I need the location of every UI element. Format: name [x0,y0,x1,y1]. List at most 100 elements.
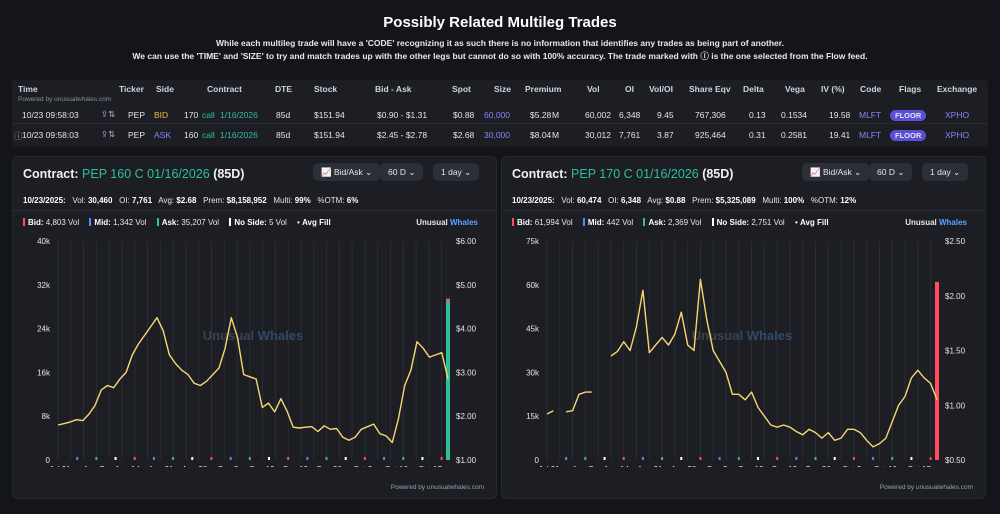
col-stock[interactable]: Stock [314,84,338,94]
volume-bar [910,457,913,460]
stats-otm-label: %OTM: [810,196,838,205]
volume-bar [756,457,759,460]
col-voloi[interactable]: Vol/OI [649,84,673,94]
y-tick-left: 16k [37,368,51,377]
trades-table: Time Ticker Side Contract DTE Stock Bid … [12,80,988,147]
stats-multi-label: Multi: [273,196,293,205]
stats-avg: $0.88 [665,196,686,205]
volume-bar [267,457,270,460]
volume-bar [680,457,683,460]
panel-title: Contract: PEP 160 C 01/16/2026 (85D) [23,167,244,181]
share-icon[interactable]: ⇪⇅ [101,129,116,139]
y-tick-right: $0.50 [945,456,966,465]
table-row[interactable]: 10/23 09:58:03 ⇪⇅ PEP BID 170 call 1/16/… [12,104,988,124]
bidask-select[interactable]: 📈 Bid/Ask ⌄ [313,163,381,181]
range-select[interactable]: 60 D ⌄ [869,163,913,181]
interval-select[interactable]: 1 day ⌄ [922,163,969,181]
y-tick-right: $4.00 [456,325,477,334]
cell-vega: 0.2581 [781,130,807,140]
volume-bar [210,457,213,460]
interval-label: 1 day [441,167,462,177]
y-tick-right: $2.50 [945,237,966,246]
legend-bid: Bid: [517,218,533,227]
stats-avg: $2.68 [176,196,197,205]
col-premium[interactable]: Premium [525,84,562,94]
col-vol[interactable]: Vol [587,84,600,94]
stats-prem: $5,325,089 [715,196,756,205]
brand-word-2: Whales [449,218,478,227]
col-vega[interactable]: Vega [785,84,805,94]
volume-bar [603,457,606,460]
col-side[interactable]: Side [156,84,174,94]
x-tick: Aug 7 [572,465,593,467]
ask-swatch [643,218,646,226]
chevron-down-icon: ⌄ [464,167,472,177]
col-iv[interactable]: IV (%) [821,84,845,94]
col-ticker[interactable]: Ticker [119,84,144,94]
volume-bar [383,457,386,460]
watermark: Unusual Whales [203,328,303,343]
stats-avg-label: Avg: [158,196,175,205]
col-exchange[interactable]: Exchange [937,84,978,94]
y-tick-left: 0 [535,456,540,465]
stats-oi: 7,761 [132,196,153,205]
stats-otm: 12% [840,196,857,205]
x-tick: Oct 10 [874,465,898,467]
range-select[interactable]: 60 D ⌄ [380,163,424,181]
chart-legend: Bid: 4,803 Vol Mid: 1,342 Vol Ask: 35,20… [23,218,331,227]
x-tick: Aug 14 [604,465,630,467]
brand-word-2: Whales [938,218,967,227]
interval-select[interactable]: 1 day ⌄ [433,163,480,181]
volume-bar [891,457,894,460]
col-contract[interactable]: Contract [207,84,242,94]
cell-spot: $2.68 [453,130,475,140]
x-tick: Oct 17 [907,465,931,467]
x-tick: Oct 10 [385,465,409,467]
col-delta[interactable]: Delta [743,84,764,94]
col-time[interactable]: Time [18,84,38,94]
flag-badge[interactable]: FLOOR [890,110,927,121]
stats-date: 10/23/2025: [512,196,555,205]
share-icon[interactable]: ⇪⇅ [101,109,116,119]
avg-fill-line [546,278,938,448]
flag-badge[interactable]: FLOOR [890,130,927,141]
stats-oi: 6,348 [621,196,642,205]
table-row[interactable]: ⓘ 10/23 09:58:03 ⇪⇅ PEP ASK 160 call 1/1… [12,124,988,144]
volume-bar [133,457,136,460]
stats-otm: 6% [346,196,359,205]
legend-bid-vol: 61,994 Vol [534,218,573,227]
y-tick-left: 60k [526,281,540,290]
col-bidask[interactable]: Bid - Ask [375,84,412,94]
chevron-down-icon: ⌄ [365,167,373,177]
page-header: Possibly Related Multileg Trades While e… [0,14,1000,63]
mid-swatch [89,218,92,226]
cell-type: call [202,130,215,140]
y-tick-right: $3.00 [456,368,477,377]
cell-premium: $5.28 [530,110,552,120]
col-flags[interactable]: Flags [899,84,922,94]
brand-logo: Unusual Whales [416,218,478,227]
cell-bidask: $2.45 - $2.78 [377,130,428,140]
bidask-label: Bid/Ask [333,167,363,177]
cell-shareeqv: 925,464 [695,130,726,140]
panel-powered-by: Powered by unusualwhales.com [879,484,973,491]
col-size[interactable]: Size [494,84,512,94]
bidask-label: Bid/Ask [822,167,852,177]
bid-volume-bar [935,281,939,460]
col-shareeqv[interactable]: Share Eqv [689,84,731,94]
volume-bar [248,457,251,460]
stats-vol: 60,474 [576,196,602,205]
bidask-select[interactable]: 📈 Bid/Ask ⌄ [802,163,870,181]
info-icon: ⓘ [14,131,23,141]
col-dte[interactable]: DTE [275,84,292,94]
chart-legend: Bid: 61,994 Vol Mid: 442 Vol Ask: 2,369 … [512,218,829,227]
cell-bidask: $0.90 - $1.31 [377,110,428,120]
col-code[interactable]: Code [860,84,882,94]
stats-date: 10/23/2025: [23,196,66,205]
col-oi[interactable]: OI [625,84,634,94]
col-spot[interactable]: Spot [452,84,471,94]
cell-vega: 0.1534 [781,110,807,120]
x-tick: Sep 5 [707,465,728,467]
volume-bar [814,457,817,460]
cell-side: ASK [154,130,172,140]
